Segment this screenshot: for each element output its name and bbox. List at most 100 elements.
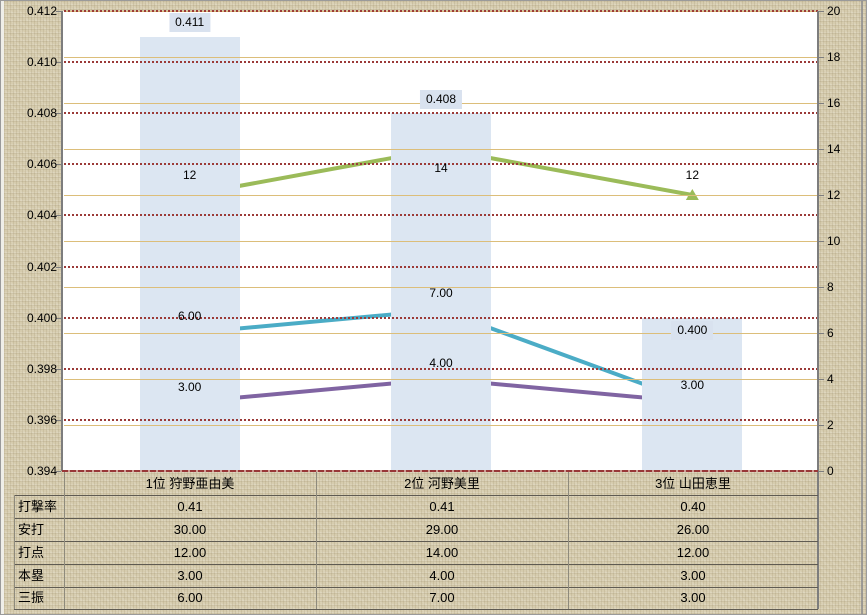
right-axis-tick-label: 18: [827, 50, 841, 64]
right-axis-tick-label: 16: [827, 96, 841, 110]
table-row-header: 三振: [18, 590, 45, 605]
right-axis-tick: [819, 241, 824, 242]
bar-data-label: 0.400: [671, 320, 714, 340]
left-axis-tick-label: 0.408: [26, 106, 57, 121]
right-axis-tick: [819, 11, 824, 12]
table-cell: 26.00: [676, 522, 710, 537]
gridline-left-axis: [64, 214, 818, 217]
right-axis-tick-label: 6: [827, 326, 834, 340]
line-data-label: 12: [182, 168, 197, 182]
left-axis-line: [61, 11, 63, 471]
bar-data-label: 0.408: [419, 90, 463, 110]
table-cell: 30.00: [173, 522, 207, 537]
table-border-vertical: [568, 472, 569, 609]
left-axis-tick: [56, 317, 61, 319]
left-axis-tick: [56, 62, 61, 64]
right-axis-tick-label: 10: [827, 234, 841, 248]
table-cell: 3.00: [177, 568, 203, 583]
left-axis-tick: [56, 266, 61, 268]
left-axis-tick: [56, 471, 61, 472]
table-cell: 4.00: [429, 568, 455, 583]
gridline-right-axis: [64, 378, 818, 380]
gridline-right-axis: [64, 148, 818, 150]
right-axis-tick: [819, 103, 824, 104]
bar-batting-average: [642, 317, 743, 471]
category-header: 1位 狩野亜由美: [145, 476, 235, 491]
gridline-right-axis: [64, 56, 818, 58]
gridline-left-axis: [64, 418, 818, 421]
table-row-header: 安打: [18, 522, 45, 537]
right-axis-tick: [819, 57, 824, 58]
table-cell: 12.00: [173, 545, 207, 560]
table-row-header: 打点: [18, 545, 45, 560]
table-cell: 3.00: [680, 568, 706, 583]
table-border-horizontal: [14, 609, 818, 610]
line-data-label: 3.00: [680, 378, 705, 392]
left-axis-tick-label: 0.394: [26, 464, 57, 478]
right-axis-tick-label: 20: [827, 4, 841, 18]
left-axis-tick-label: 0.402: [26, 259, 57, 274]
right-axis-tick: [819, 379, 824, 380]
table-border-horizontal: [14, 587, 818, 588]
right-axis-tick-label: 4: [827, 372, 834, 386]
table-row-header: 本塁: [18, 568, 45, 583]
table-cell: 0.41: [177, 499, 203, 514]
table-border-horizontal: [14, 541, 818, 542]
left-axis-tick-label: 0.400: [26, 310, 57, 325]
right-axis-tick-label: 0: [827, 464, 834, 478]
right-axis-tick: [819, 195, 824, 196]
gridline-left-axis: [64, 265, 818, 268]
left-axis-tick: [56, 164, 61, 166]
table-border-horizontal: [14, 564, 818, 565]
category-axis-line: [62, 470, 818, 472]
line-data-label: 7.00: [429, 286, 453, 300]
gridline-left-axis: [64, 367, 818, 370]
gridline-left-axis: [64, 316, 818, 319]
left-axis-tick-label: 0.404: [26, 208, 57, 223]
table-border-horizontal: [14, 495, 818, 496]
table-border-vertical: [316, 472, 317, 609]
line-data-label: 14: [434, 161, 448, 175]
right-axis-line: [817, 11, 819, 609]
right-axis-tick-label: 14: [827, 142, 841, 156]
left-axis-tick-label: 0.398: [26, 361, 57, 376]
table-cell: 14.00: [425, 545, 459, 560]
line-data-label: 3.00: [177, 380, 202, 394]
table-cell: 7.00: [429, 590, 455, 605]
left-axis-tick-label: 0.410: [26, 55, 57, 70]
table-border-vertical: [64, 472, 65, 609]
left-axis-tick-label: 0.396: [26, 412, 57, 427]
right-axis-tick: [819, 149, 824, 150]
table-cell: 12.00: [676, 545, 710, 560]
gridline-left-axis: [64, 112, 818, 115]
bar-batting-average: [391, 113, 491, 471]
gridline-left-axis: [64, 163, 818, 166]
table-cell: 29.00: [425, 522, 459, 537]
table-cell: 3.00: [680, 590, 706, 605]
gridline-right-axis: [64, 194, 818, 196]
right-axis-tick: [819, 333, 824, 334]
table-cell: 6.00: [177, 590, 203, 605]
left-axis-tick-label: 0.406: [26, 157, 57, 172]
left-axis-tick: [56, 11, 61, 12]
table-row-header: 打撃率: [18, 499, 58, 514]
category-header: 2位 河野美里: [404, 476, 480, 491]
table-border-horizontal: [14, 518, 818, 519]
gridline-right-axis: [64, 286, 818, 288]
table-border-vertical: [14, 495, 15, 609]
window-edge-right: [861, 1, 863, 614]
line-data-label: 4.00: [429, 356, 453, 370]
right-axis-tick: [819, 287, 824, 288]
right-axis-tick-label: 12: [827, 188, 841, 202]
gridline-right-axis: [64, 332, 818, 334]
left-axis-tick: [56, 215, 61, 217]
table-cell: 0.40: [680, 499, 706, 514]
gridline-right-axis: [64, 240, 818, 242]
category-header: 3位 山田恵里: [655, 476, 731, 491]
line-data-label: 12: [685, 168, 700, 182]
left-axis-tick: [56, 368, 61, 370]
right-axis-tick-label: 2: [827, 418, 834, 432]
right-axis-tick: [819, 471, 824, 472]
right-axis-tick-label: 8: [827, 280, 834, 294]
